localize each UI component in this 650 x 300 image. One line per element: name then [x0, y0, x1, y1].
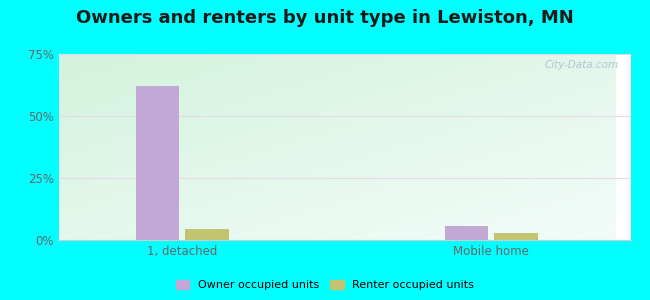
Bar [185, 229, 229, 240]
Text: City-Data.com: City-Data.com [545, 60, 619, 70]
Legend: Owner occupied units, Renter occupied units: Owner occupied units, Renter occupied un… [171, 275, 479, 294]
Text: Owners and renters by unit type in Lewiston, MN: Owners and renters by unit type in Lewis… [76, 9, 574, 27]
Bar [445, 226, 488, 240]
Bar [495, 232, 538, 240]
Bar [136, 86, 179, 240]
